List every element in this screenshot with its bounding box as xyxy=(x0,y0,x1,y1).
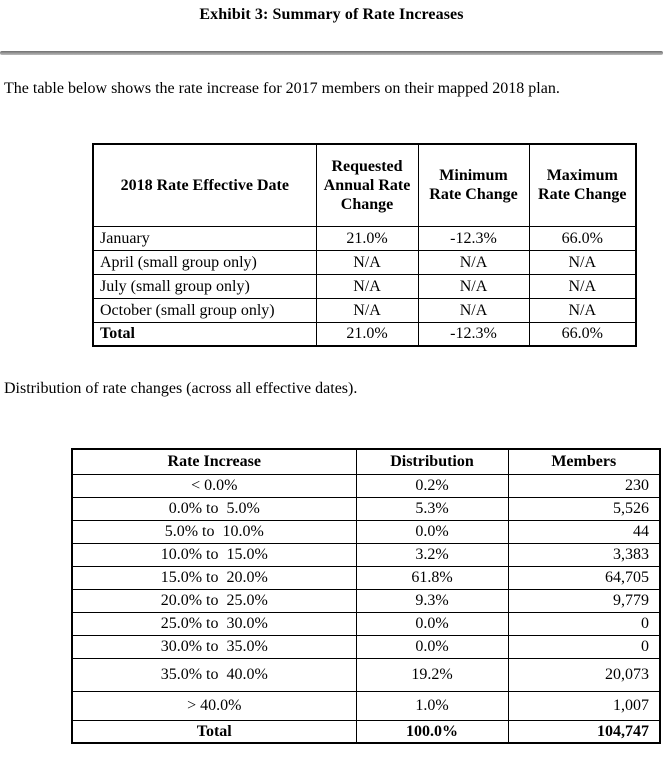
table-row: October (small group only) N/A N/A N/A xyxy=(92,297,637,323)
header-cell-effective-date: 2018 Rate Effective Date xyxy=(92,143,317,227)
table-row: 30.0% to 35.0% 0.0% 0 xyxy=(71,634,661,659)
value-cell: N/A xyxy=(315,273,419,299)
rate-distribution-table: Rate Increase Distribution Members < 0.0… xyxy=(71,448,661,744)
distribution-cell: 0.0% xyxy=(355,634,509,659)
value-cell: 21.0% xyxy=(315,321,419,347)
header-cell-rate-increase: Rate Increase xyxy=(71,448,357,475)
row-label-cell: January xyxy=(92,225,317,251)
table-header-row: 2018 Rate Effective Date Requested Annua… xyxy=(92,143,637,227)
range-cell: < 0.0% xyxy=(71,473,357,498)
value-cell: -12.3% xyxy=(417,225,530,251)
value-cell: N/A xyxy=(417,249,530,275)
row-label-cell: July (small group only) xyxy=(92,273,317,299)
table-row: 15.0% to 20.0% 61.8% 64,705 xyxy=(71,565,661,590)
table-row: 5.0% to 10.0% 0.0% 44 xyxy=(71,519,661,544)
members-cell: 230 xyxy=(507,473,661,498)
members-cell: 0 xyxy=(507,634,661,659)
value-cell: N/A xyxy=(417,273,530,299)
distribution-cell: 100.0% xyxy=(355,719,509,744)
distribution-cell: 61.8% xyxy=(355,565,509,590)
range-cell: 15.0% to 20.0% xyxy=(71,565,357,590)
header-cell-distribution: Distribution xyxy=(355,448,509,475)
table-row: July (small group only) N/A N/A N/A xyxy=(92,273,637,299)
value-cell: N/A xyxy=(315,249,419,275)
distribution-caption: Distribution of rate changes (across all… xyxy=(4,380,358,397)
value-cell: 66.0% xyxy=(528,225,637,251)
members-cell: 9,779 xyxy=(507,588,661,613)
members-cell: 64,705 xyxy=(507,565,661,590)
members-cell: 5,526 xyxy=(507,496,661,521)
range-cell: 25.0% to 30.0% xyxy=(71,611,357,636)
range-cell: 35.0% to 40.0% xyxy=(71,657,357,692)
table-row: April (small group only) N/A N/A N/A xyxy=(92,249,637,275)
distribution-cell: 19.2% xyxy=(355,657,509,692)
value-cell: N/A xyxy=(417,297,530,323)
table-header-row: Rate Increase Distribution Members xyxy=(71,448,661,475)
value-cell: 66.0% xyxy=(528,321,637,347)
header-cell-members: Members xyxy=(507,448,661,475)
header-cell-maximum-change: Maximum Rate Change xyxy=(528,143,637,227)
table-row: 35.0% to 40.0% 19.2% 20,073 xyxy=(71,657,661,692)
distribution-cell: 0.0% xyxy=(355,519,509,544)
range-cell: 20.0% to 25.0% xyxy=(71,588,357,613)
members-cell: 1,007 xyxy=(507,690,661,721)
distribution-cell: 1.0% xyxy=(355,690,509,721)
distribution-cell: 3.2% xyxy=(355,542,509,567)
header-cell-minimum-change: Minimum Rate Change xyxy=(417,143,530,227)
value-cell: -12.3% xyxy=(417,321,530,347)
distribution-cell: 0.2% xyxy=(355,473,509,498)
members-cell: 20,073 xyxy=(507,657,661,692)
exhibit-title: Exhibit 3: Summary of Rate Increases xyxy=(199,6,464,23)
table-row: 20.0% to 25.0% 9.3% 9,779 xyxy=(71,588,661,613)
table-row: 10.0% to 15.0% 3.2% 3,383 xyxy=(71,542,661,567)
distribution-cell: 0.0% xyxy=(355,611,509,636)
table-total-row: Total 100.0% 104,747 xyxy=(71,719,661,744)
header-cell-requested-change: Requested Annual Rate Change xyxy=(315,143,419,227)
table-row: > 40.0% 1.0% 1,007 xyxy=(71,690,661,721)
table-row: < 0.0% 0.2% 230 xyxy=(71,473,661,498)
value-cell: N/A xyxy=(528,273,637,299)
range-cell: 5.0% to 10.0% xyxy=(71,519,357,544)
table-row: 25.0% to 30.0% 0.0% 0 xyxy=(71,611,661,636)
distribution-cell: 5.3% xyxy=(355,496,509,521)
divider-rule xyxy=(0,51,663,55)
range-cell: 10.0% to 15.0% xyxy=(71,542,357,567)
value-cell: N/A xyxy=(315,297,419,323)
intro-paragraph: The table below shows the rate increase … xyxy=(4,80,560,97)
value-cell: 21.0% xyxy=(315,225,419,251)
table-total-row: Total 21.0% -12.3% 66.0% xyxy=(92,321,637,347)
table-row: 0.0% to 5.0% 5.3% 5,526 xyxy=(71,496,661,521)
range-cell: Total xyxy=(71,719,357,744)
members-cell: 44 xyxy=(507,519,661,544)
distribution-cell: 9.3% xyxy=(355,588,509,613)
range-cell: 0.0% to 5.0% xyxy=(71,496,357,521)
value-cell: N/A xyxy=(528,297,637,323)
range-cell: 30.0% to 35.0% xyxy=(71,634,357,659)
members-cell: 104,747 xyxy=(507,719,661,744)
row-label-cell: April (small group only) xyxy=(92,249,317,275)
row-label-cell: Total xyxy=(92,321,317,347)
members-cell: 0 xyxy=(507,611,661,636)
range-cell: > 40.0% xyxy=(71,690,357,721)
rate-summary-table: 2018 Rate Effective Date Requested Annua… xyxy=(92,143,637,347)
members-cell: 3,383 xyxy=(507,542,661,567)
row-label-cell: October (small group only) xyxy=(92,297,317,323)
table-row: January 21.0% -12.3% 66.0% xyxy=(92,225,637,251)
value-cell: N/A xyxy=(528,249,637,275)
